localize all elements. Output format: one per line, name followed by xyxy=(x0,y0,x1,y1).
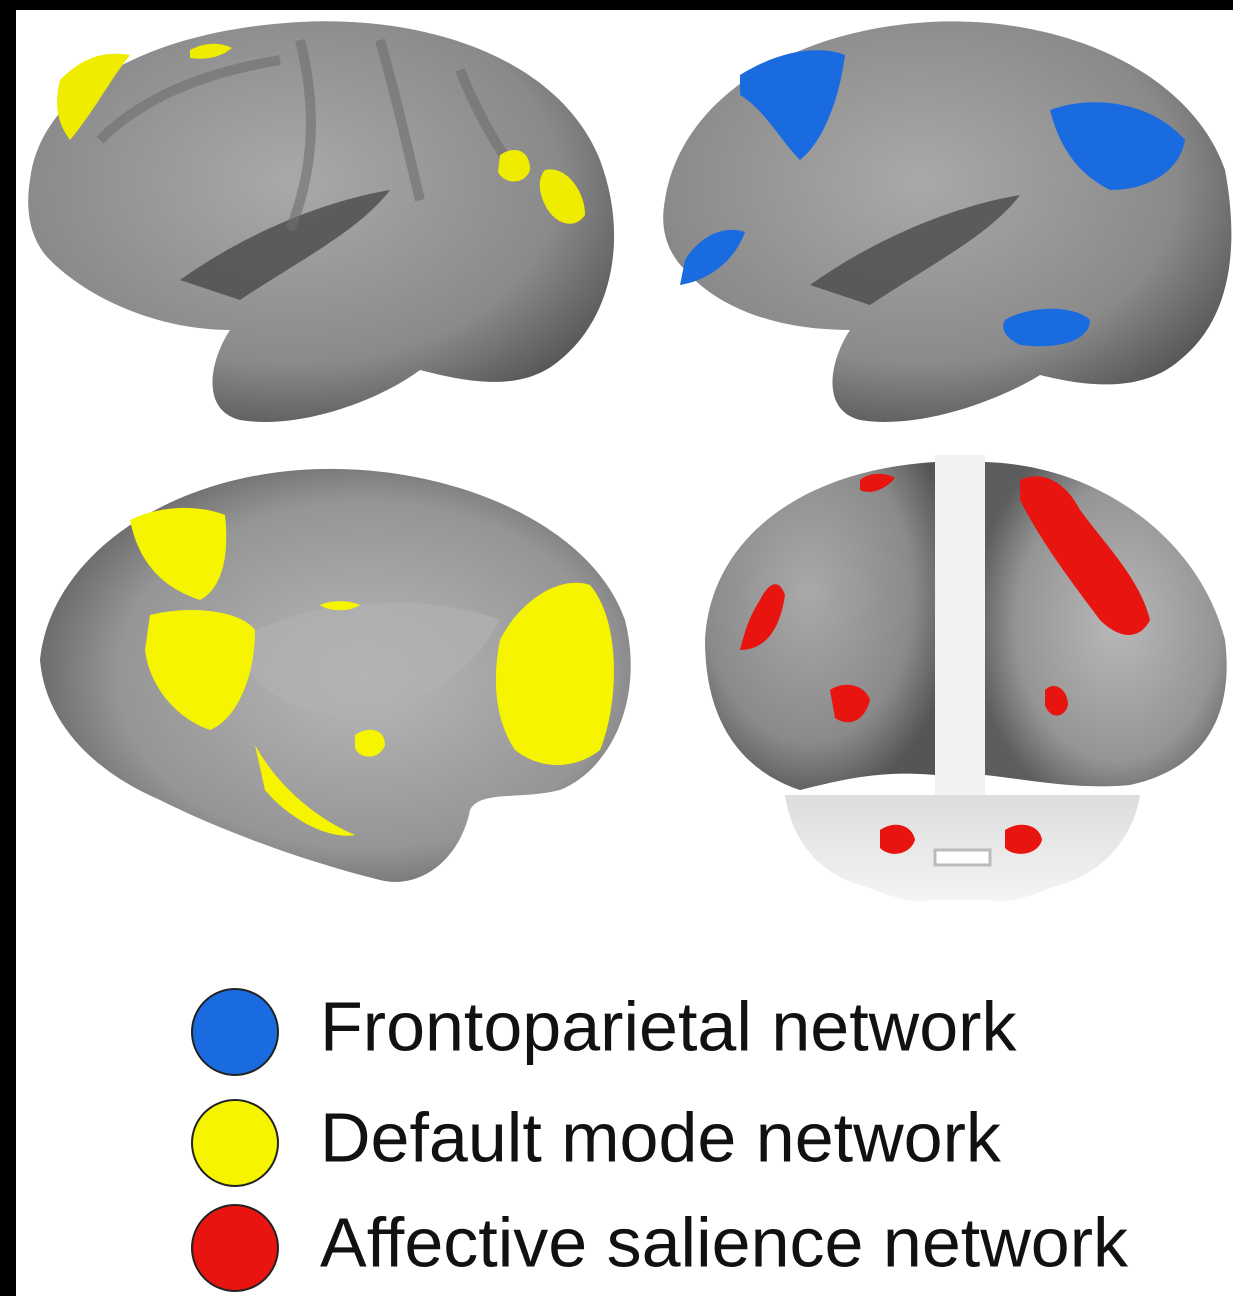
legend-label: Affective salience network xyxy=(320,1203,1129,1281)
legend-swatch xyxy=(192,989,278,1075)
legend: Frontoparietal network Default mode netwo… xyxy=(192,987,1129,1291)
figure: Frontoparietal network Default mode netwo… xyxy=(0,0,1233,1296)
legend-swatch xyxy=(192,1100,278,1186)
legend-label: Default mode network xyxy=(320,1098,1002,1176)
legend-label: Frontoparietal network xyxy=(320,987,1017,1065)
page: Frontoparietal network Default mode netwo… xyxy=(0,0,1233,1296)
legend-swatch xyxy=(192,1205,278,1291)
